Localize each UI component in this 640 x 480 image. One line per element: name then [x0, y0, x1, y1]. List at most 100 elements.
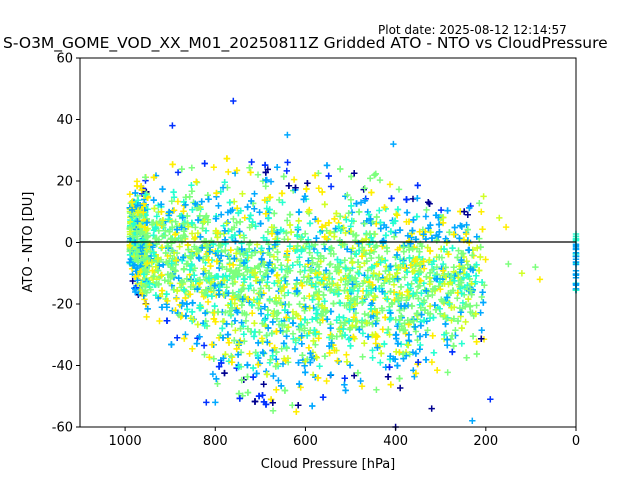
data-point — [324, 281, 331, 288]
data-point — [130, 212, 137, 219]
x-tick-label: 0 — [572, 434, 580, 449]
data-point — [463, 221, 470, 229]
data-point — [366, 230, 374, 237]
data-point — [536, 276, 544, 283]
data-point — [270, 253, 278, 260]
data-point — [479, 226, 486, 233]
data-point — [444, 294, 451, 301]
data-point — [236, 395, 243, 402]
data-point — [354, 259, 362, 266]
data-point — [401, 274, 408, 281]
data-point — [293, 280, 300, 288]
data-point — [371, 292, 378, 300]
data-point — [240, 275, 248, 283]
y-tick-label: 60 — [56, 52, 73, 67]
data-point — [423, 273, 430, 280]
data-point — [184, 306, 191, 313]
data-point — [439, 219, 447, 227]
data-point — [200, 342, 208, 349]
data-point — [204, 243, 211, 250]
data-point — [268, 224, 275, 231]
data-point — [391, 356, 399, 363]
data-point — [465, 246, 473, 254]
data-point — [373, 309, 381, 316]
data-point — [479, 289, 486, 296]
data-point — [363, 287, 370, 294]
data-point — [178, 238, 186, 245]
data-point — [218, 252, 225, 259]
data-point — [351, 300, 359, 308]
data-point — [214, 380, 221, 387]
data-point — [304, 332, 311, 339]
data-point — [168, 341, 175, 348]
data-point — [349, 231, 357, 238]
data-point — [278, 287, 285, 295]
data-point — [420, 265, 428, 272]
data-point — [126, 228, 134, 235]
data-point — [240, 259, 248, 267]
data-point — [440, 245, 448, 253]
data-point — [353, 251, 360, 258]
data-point — [324, 316, 331, 323]
data-point — [341, 287, 348, 294]
data-point — [349, 322, 356, 329]
data-point — [408, 302, 416, 310]
data-point — [251, 190, 258, 197]
data-point — [336, 313, 343, 321]
data-point — [235, 341, 243, 348]
y-axis: 60 40 20 0 -20 -40 -60 — [52, 52, 80, 436]
data-point — [404, 281, 411, 289]
data-point — [222, 309, 229, 316]
data-point — [266, 297, 273, 304]
x-tick-label: 400 — [383, 434, 408, 449]
data-point — [212, 215, 220, 222]
data-point — [268, 329, 276, 337]
data-point — [359, 353, 366, 360]
data-point — [289, 319, 297, 327]
data-point — [236, 228, 243, 235]
data-point — [293, 408, 300, 415]
data-point — [260, 381, 267, 388]
data-point — [266, 206, 273, 213]
data-point — [297, 235, 304, 243]
data-point — [280, 173, 287, 180]
data-point — [301, 307, 308, 314]
data-point — [386, 316, 393, 323]
data-point — [255, 339, 262, 347]
data-point — [255, 361, 262, 368]
data-point — [266, 194, 274, 201]
data-point — [348, 255, 355, 262]
data-point — [167, 273, 174, 281]
data-point — [473, 261, 480, 268]
data-point — [319, 188, 326, 196]
data-point — [462, 301, 470, 308]
data-point — [386, 181, 394, 188]
data-point — [382, 267, 389, 275]
data-point — [348, 202, 355, 210]
data-point — [199, 225, 206, 232]
data-point — [326, 270, 333, 277]
data-point — [258, 245, 265, 252]
data-point — [271, 280, 278, 287]
data-point — [394, 275, 401, 282]
data-point — [158, 201, 165, 208]
data-point — [417, 304, 424, 311]
data-point — [439, 267, 447, 274]
data-point — [321, 245, 329, 252]
data-point — [329, 280, 336, 287]
data-point — [257, 310, 265, 317]
data-point — [260, 350, 267, 357]
data-point — [418, 311, 425, 318]
data-point — [135, 256, 142, 264]
data-point — [128, 224, 135, 232]
data-point — [294, 224, 301, 231]
data-point — [163, 317, 171, 324]
data-point — [359, 280, 367, 287]
data-point — [373, 213, 380, 221]
chart-title: S-O3M_GOME_VOD_XX_M01_20250811Z Gridded … — [3, 34, 608, 52]
data-point — [202, 309, 209, 317]
data-point — [315, 217, 322, 225]
data-point — [181, 335, 188, 342]
data-point — [231, 300, 238, 307]
data-point — [193, 178, 200, 185]
